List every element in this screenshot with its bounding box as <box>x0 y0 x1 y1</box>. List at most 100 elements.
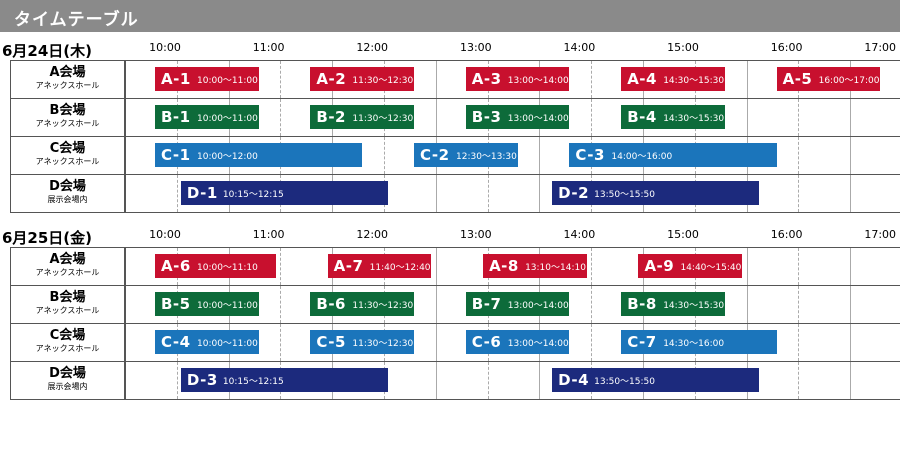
session-block[interactable]: A-1 10:00〜11:00 <box>155 67 259 91</box>
session-block[interactable]: D-4 13:50〜15:50 <box>552 368 760 392</box>
grid-line <box>435 324 437 361</box>
session-block[interactable]: C-6 13:00〜14:00 <box>465 330 570 354</box>
grid-line <box>850 99 852 136</box>
session-code: A-3 <box>471 70 502 88</box>
venue-label: B会場 アネックスホール <box>10 99 125 136</box>
hour-label: 12:00 <box>356 41 389 54</box>
hour-label: 10:00 <box>149 41 181 54</box>
session-block[interactable]: A-8 13:10〜14:10 <box>483 254 587 278</box>
grid-line <box>746 99 748 136</box>
session-block[interactable]: B-5 10:00〜11:00 <box>155 292 259 316</box>
venue-subtitle: 展示会場内 <box>47 195 88 204</box>
grid-line <box>176 175 178 212</box>
session-block[interactable]: A-4 14:30〜15:30 <box>621 67 725 91</box>
grid-line <box>591 324 593 361</box>
grid-line <box>591 248 593 285</box>
venue-row: D会場 展示会場内 D-3 10:15〜12:15 D-4 13:50〜15:50 <box>10 361 900 400</box>
grid-line <box>435 286 437 323</box>
session-time: 11:30〜12:30 <box>352 76 414 86</box>
session-block[interactable]: B-6 11:30〜12:30 <box>310 292 414 316</box>
grid-line <box>746 286 748 323</box>
session-time: 14:30〜15:30 <box>663 301 725 311</box>
venue-row: D会場 展示会場内 D-1 10:15〜12:15 D-2 13:50〜15:50 <box>10 174 900 213</box>
grid-line <box>798 248 800 285</box>
session-code: A-8 <box>489 257 519 275</box>
venue-name: B会場 <box>49 103 86 118</box>
session-time: 13:00〜14:00 <box>507 76 569 86</box>
session-block[interactable]: C-2 12:30〜13:30 <box>414 143 518 167</box>
venue-label: D会場 展示会場内 <box>10 175 125 212</box>
session-time: 10:00〜12:00 <box>197 152 258 162</box>
session-block[interactable]: A-2 11:30〜12:30 <box>310 67 414 91</box>
session-block[interactable]: A-9 14:40〜15:40 <box>638 254 743 278</box>
venue-subtitle: アネックスホール <box>35 81 100 90</box>
session-code: A-2 <box>316 70 347 88</box>
grid-line <box>539 175 541 212</box>
venue-subtitle: アネックスホール <box>35 344 100 353</box>
grid-line <box>798 362 800 399</box>
session-time: 14:30〜15:30 <box>663 114 725 124</box>
session-time: 14:30〜16:00 <box>663 339 725 349</box>
session-block[interactable]: A-5 16:00〜17:00 <box>776 67 881 91</box>
grid-line <box>850 286 852 323</box>
grid-line <box>125 175 126 212</box>
session-block[interactable]: C-5 11:30〜12:30 <box>310 330 414 354</box>
hour-label: 14:00 <box>563 228 596 241</box>
session-time: 13:50〜15:50 <box>594 377 655 387</box>
session-block[interactable]: A-3 13:00〜14:00 <box>465 67 570 91</box>
day-date: 6月25日(金) <box>2 229 93 247</box>
grid-line <box>280 248 282 285</box>
session-time: 16:00〜17:00 <box>818 76 880 86</box>
session-code: C-5 <box>316 333 346 351</box>
venue-name: B会場 <box>49 290 86 305</box>
session-time: 13:50〜15:50 <box>594 190 655 200</box>
session-time: 10:15〜12:15 <box>222 377 284 387</box>
session-block[interactable]: C-7 14:30〜16:00 <box>621 330 777 354</box>
session-block[interactable]: B-1 10:00〜11:00 <box>155 105 259 129</box>
session-block[interactable]: B-3 13:00〜14:00 <box>465 105 570 129</box>
venue-subtitle: 展示会場内 <box>47 382 88 391</box>
session-time: 10:15〜12:15 <box>222 190 284 200</box>
session-time: 13:00〜14:00 <box>507 339 569 349</box>
session-time: 11:30〜12:30 <box>352 114 414 124</box>
session-time: 14:30〜15:30 <box>663 76 725 86</box>
grid-line <box>798 286 800 323</box>
page-header: タイムテーブル <box>0 0 900 32</box>
grid-line <box>850 324 852 361</box>
session-block[interactable]: B-2 11:30〜12:30 <box>310 105 414 129</box>
session-block[interactable]: D-1 10:15〜12:15 <box>180 181 389 205</box>
session-code: B-2 <box>316 108 346 126</box>
session-block[interactable]: C-3 14:00〜16:00 <box>569 143 777 167</box>
venue-name: A会場 <box>49 252 86 267</box>
venue-name: D会場 <box>49 179 86 194</box>
venue-row: A会場 アネックスホール A-6 10:00〜11:10 A-7 11:40〜12:40 A… <box>10 247 900 285</box>
session-code: C-3 <box>575 146 605 164</box>
session-code: A-1 <box>161 70 191 88</box>
page-title: タイムテーブル <box>14 10 139 30</box>
session-code: A-6 <box>161 257 191 275</box>
session-block[interactable]: B-8 14:30〜15:30 <box>621 292 725 316</box>
hour-label: 16:00 <box>770 41 803 54</box>
venue-name: A会場 <box>49 65 86 80</box>
venue-subtitle: アネックスホール <box>35 268 100 277</box>
session-block[interactable]: B-7 13:00〜14:00 <box>465 292 570 316</box>
day-section: 6月25日(金) 10:00 11:00 12:00 13:00 14:00 15:00 16… <box>0 227 900 401</box>
session-code: B-5 <box>161 295 191 313</box>
hour-label: 11:00 <box>252 41 285 54</box>
session-block[interactable]: C-4 10:00〜11:00 <box>155 330 259 354</box>
session-block[interactable]: C-1 10:00〜12:00 <box>155 143 363 167</box>
session-block[interactable]: D-2 13:50〜15:50 <box>552 181 760 205</box>
hour-label: 17:00 <box>864 41 897 54</box>
session-time: 10:00〜11:00 <box>197 301 258 311</box>
session-code: A-4 <box>627 70 657 88</box>
session-block[interactable]: D-3 10:15〜12:15 <box>180 368 389 392</box>
grid-line <box>850 362 852 399</box>
venue-row: C会場 アネックスホール C-4 10:00〜11:00 C-5 11:30〜12:30 C… <box>10 323 900 361</box>
grid-line <box>280 286 282 323</box>
session-block[interactable]: A-7 11:40〜12:40 <box>327 254 432 278</box>
session-time: 10:00〜11:10 <box>197 263 258 273</box>
session-code: B-7 <box>471 295 502 313</box>
session-block[interactable]: B-4 14:30〜15:30 <box>621 105 725 129</box>
venue-label: A会場 アネックスホール <box>10 248 125 285</box>
session-block[interactable]: A-6 10:00〜11:10 <box>155 254 276 278</box>
